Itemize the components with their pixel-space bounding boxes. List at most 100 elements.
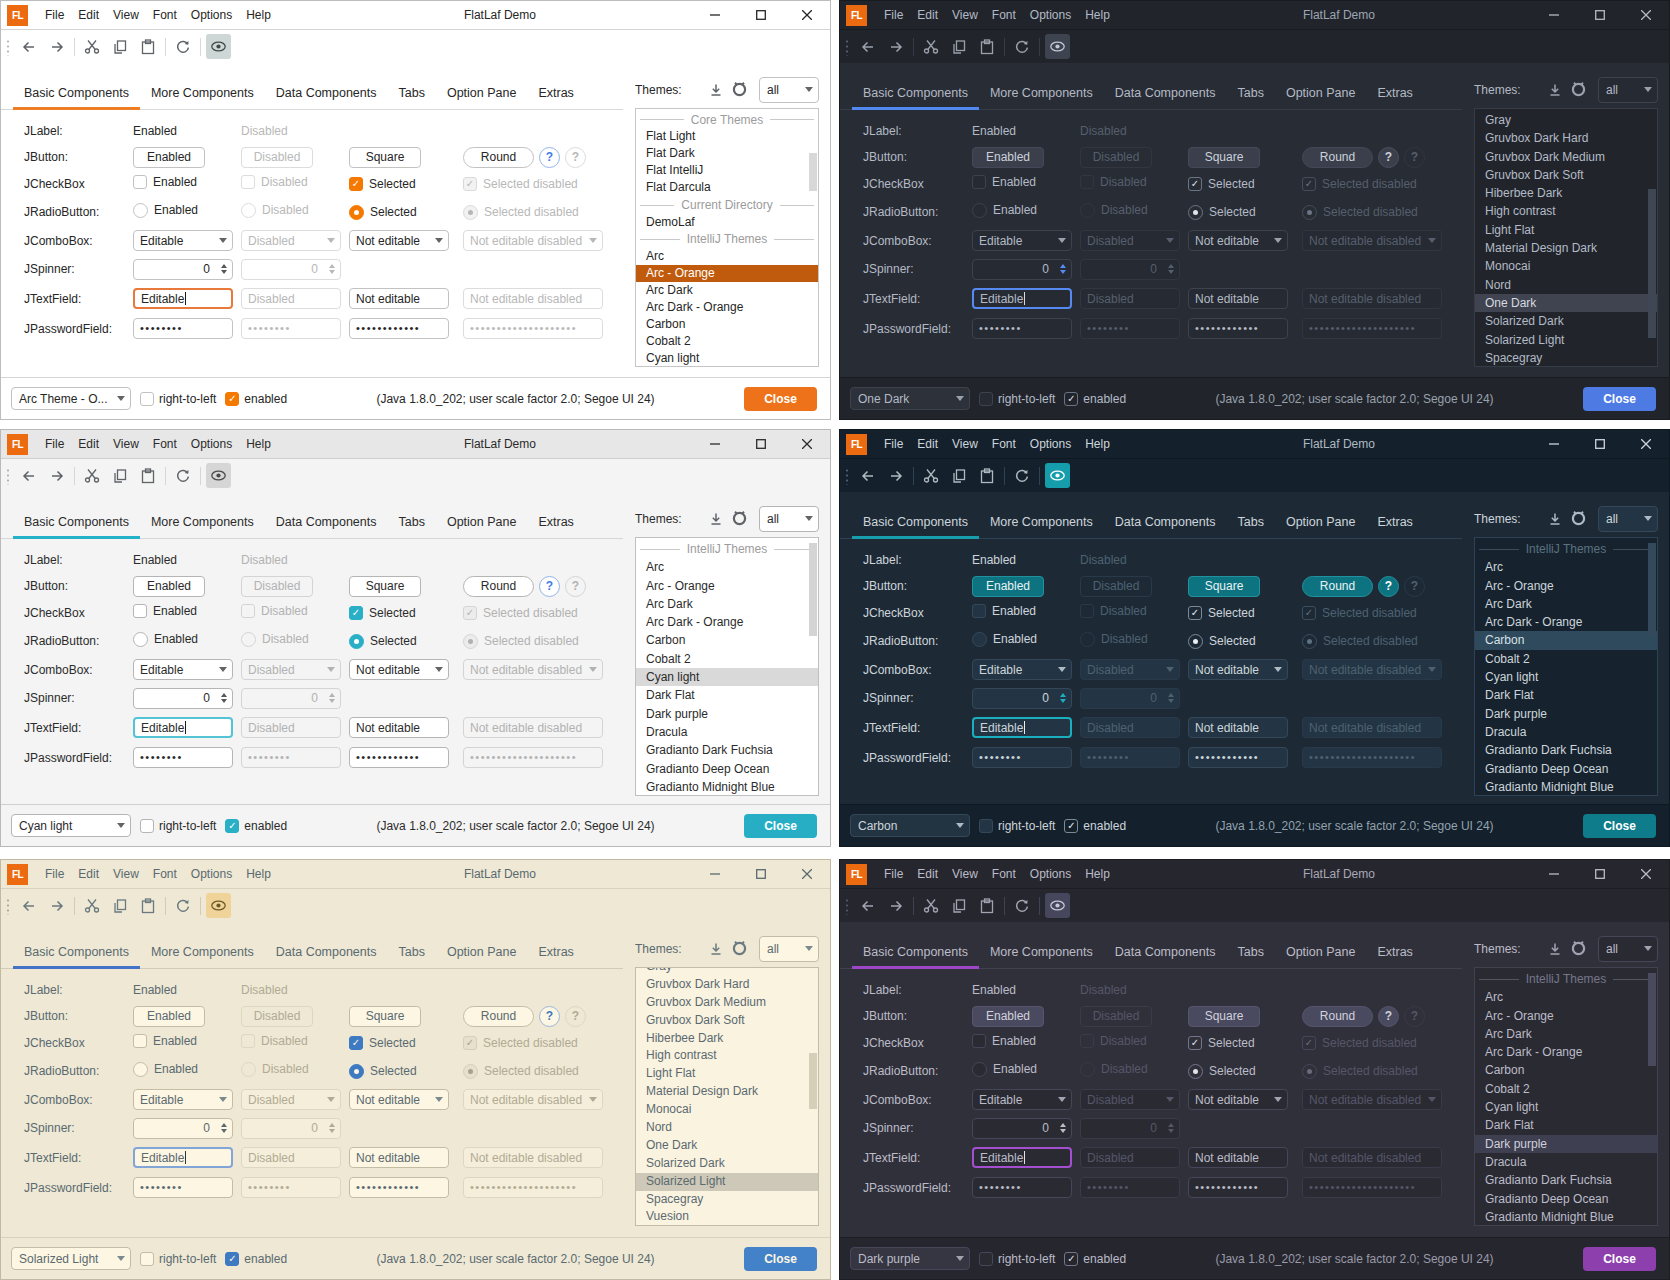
- spinner[interactable]: 0: [972, 1118, 1072, 1139]
- cut-icon[interactable]: [917, 463, 945, 489]
- radio-enabled[interactable]: Enabled: [972, 1062, 1037, 1077]
- maximize-button[interactable]: [738, 1, 784, 30]
- checkbox-selected[interactable]: ✓Selected: [349, 606, 416, 620]
- button-enabled[interactable]: Enabled: [133, 576, 205, 597]
- close-button[interactable]: Close: [744, 387, 817, 411]
- theme-list-item-gruvbox-dark-hard[interactable]: Gruvbox Dark Hard: [636, 976, 818, 994]
- theme-list-item-arc-dark[interactable]: Arc Dark: [636, 595, 818, 613]
- theme-list-item-cyan-light[interactable]: Cyan light: [1475, 1098, 1657, 1116]
- tab-more-components[interactable]: More Components: [979, 77, 1104, 109]
- forward-button[interactable]: [882, 893, 910, 919]
- theme-list-item-dracula[interactable]: Dracula: [636, 723, 818, 741]
- tab-extras[interactable]: Extras: [1366, 506, 1423, 538]
- menu-font[interactable]: Font: [146, 430, 184, 458]
- download-icon[interactable]: [704, 937, 728, 961]
- theme-combobox[interactable]: Arc Theme - O...: [11, 387, 131, 410]
- theme-list-item-gruvbox-dark-hard[interactable]: Gruvbox Dark Hard: [1475, 129, 1657, 147]
- enabled-checkbox[interactable]: ✓enabled: [225, 392, 287, 406]
- theme-list-item-gruvbox-dark-soft[interactable]: Gruvbox Dark Soft: [1475, 166, 1657, 184]
- menu-options[interactable]: Options: [1023, 860, 1078, 888]
- theme-list-item-cobalt-2[interactable]: Cobalt 2: [636, 333, 818, 350]
- menu-help[interactable]: Help: [239, 430, 278, 458]
- spinner[interactable]: 0: [972, 259, 1072, 280]
- minimize-button[interactable]: [1531, 860, 1577, 889]
- tab-extras[interactable]: Extras: [527, 77, 584, 109]
- theme-list-item-arc-dark[interactable]: Arc Dark: [1475, 1025, 1657, 1043]
- theme-list-item-cobalt-2[interactable]: Cobalt 2: [636, 650, 818, 668]
- password-field[interactable]: ••••••••••••: [1188, 318, 1288, 339]
- download-icon[interactable]: [1543, 507, 1567, 531]
- refresh-icon[interactable]: [169, 34, 197, 60]
- list-scrollbar-thumb[interactable]: [1648, 189, 1656, 338]
- radio-selected[interactable]: Selected: [1188, 205, 1256, 220]
- help-button[interactable]: ?: [539, 147, 560, 168]
- button-square[interactable]: Square: [1188, 147, 1260, 168]
- forward-button[interactable]: [882, 34, 910, 60]
- download-icon[interactable]: [1543, 78, 1567, 102]
- inspect-eye-toggle[interactable]: [206, 34, 231, 59]
- theme-list-item-material-design-dark[interactable]: Material Design Dark: [1475, 239, 1657, 257]
- theme-list-item-solarized-light[interactable]: Solarized Light: [1475, 331, 1657, 349]
- download-icon[interactable]: [1543, 937, 1567, 961]
- combobox-editable[interactable]: Editable: [133, 659, 233, 680]
- help-button[interactable]: ?: [539, 576, 560, 597]
- tab-data-components[interactable]: Data Components: [265, 506, 388, 538]
- tab-tabs[interactable]: Tabs: [1227, 936, 1275, 968]
- inspect-eye-toggle[interactable]: [1045, 893, 1070, 918]
- enabled-checkbox[interactable]: ✓enabled: [1064, 819, 1126, 833]
- theme-list-item-dark-purple[interactable]: Dark purple: [1475, 1135, 1657, 1153]
- inspect-eye-toggle[interactable]: [206, 893, 231, 918]
- toolbar-grip[interactable]: [5, 467, 13, 485]
- menu-options[interactable]: Options: [184, 430, 239, 458]
- minimize-button[interactable]: [692, 1, 738, 30]
- radio-selected[interactable]: Selected: [349, 634, 417, 649]
- textfield-editable[interactable]: Editable: [133, 288, 233, 309]
- textfield-editable[interactable]: Editable: [972, 717, 1072, 738]
- theme-filter-combobox[interactable]: all: [1598, 936, 1658, 962]
- theme-list-item-dracula[interactable]: Dracula: [1475, 1153, 1657, 1171]
- menu-help[interactable]: Help: [1078, 1, 1117, 29]
- tab-data-components[interactable]: Data Components: [1104, 77, 1227, 109]
- theme-list-item-light-flat[interactable]: Light Flat: [1475, 221, 1657, 239]
- theme-combobox[interactable]: Cyan light: [11, 814, 131, 837]
- menu-view[interactable]: View: [106, 860, 146, 888]
- tab-extras[interactable]: Extras: [1366, 936, 1423, 968]
- tab-basic-components[interactable]: Basic Components: [13, 77, 140, 109]
- theme-list-item-spacegray[interactable]: Spacegray: [636, 1191, 818, 1209]
- refresh-icon[interactable]: [169, 463, 197, 489]
- checkbox-enabled[interactable]: Enabled: [133, 604, 197, 618]
- menu-file[interactable]: File: [877, 860, 910, 888]
- textfield-editable[interactable]: Editable: [972, 1147, 1072, 1168]
- theme-list-item-dark-purple[interactable]: Dark purple: [1475, 705, 1657, 723]
- download-icon[interactable]: [704, 78, 728, 102]
- theme-list-item-light-flat[interactable]: Light Flat: [636, 1065, 818, 1083]
- toolbar-grip[interactable]: [844, 897, 852, 915]
- back-button[interactable]: [854, 34, 882, 60]
- tab-tabs[interactable]: Tabs: [388, 77, 436, 109]
- tab-option-pane[interactable]: Option Pane: [1275, 506, 1367, 538]
- theme-list-item-carbon[interactable]: Carbon: [1475, 1061, 1657, 1079]
- refresh-icon[interactable]: [1008, 34, 1036, 60]
- inspect-eye-toggle[interactable]: [1045, 463, 1070, 488]
- button-round[interactable]: Round: [1302, 1006, 1373, 1027]
- tab-option-pane[interactable]: Option Pane: [1275, 77, 1367, 109]
- github-icon[interactable]: [1567, 78, 1591, 102]
- theme-list-item-arc-orange[interactable]: Arc - Orange: [1475, 1007, 1657, 1025]
- theme-list-item-arc-dark-orange[interactable]: Arc Dark - Orange: [636, 613, 818, 631]
- spinner[interactable]: 0: [133, 688, 233, 709]
- tab-data-components[interactable]: Data Components: [1104, 936, 1227, 968]
- close-window-button[interactable]: [784, 430, 830, 459]
- minimize-button[interactable]: [1531, 1, 1577, 30]
- copy-icon[interactable]: [945, 34, 973, 60]
- button-square[interactable]: Square: [349, 1006, 421, 1027]
- theme-list-item-flat-dark[interactable]: Flat Dark: [636, 145, 818, 162]
- button-round[interactable]: Round: [463, 576, 534, 597]
- theme-list-item-arc-dark-orange[interactable]: Arc Dark - Orange: [1475, 1043, 1657, 1061]
- button-enabled[interactable]: Enabled: [972, 1006, 1044, 1027]
- button-enabled[interactable]: Enabled: [972, 576, 1044, 597]
- enabled-checkbox[interactable]: ✓enabled: [1064, 1252, 1126, 1266]
- textfield-editable[interactable]: Editable: [133, 717, 233, 738]
- theme-list-item-arc-dark[interactable]: Arc Dark: [1475, 595, 1657, 613]
- button-round[interactable]: Round: [1302, 576, 1373, 597]
- theme-list-item-cobalt-2[interactable]: Cobalt 2: [1475, 650, 1657, 668]
